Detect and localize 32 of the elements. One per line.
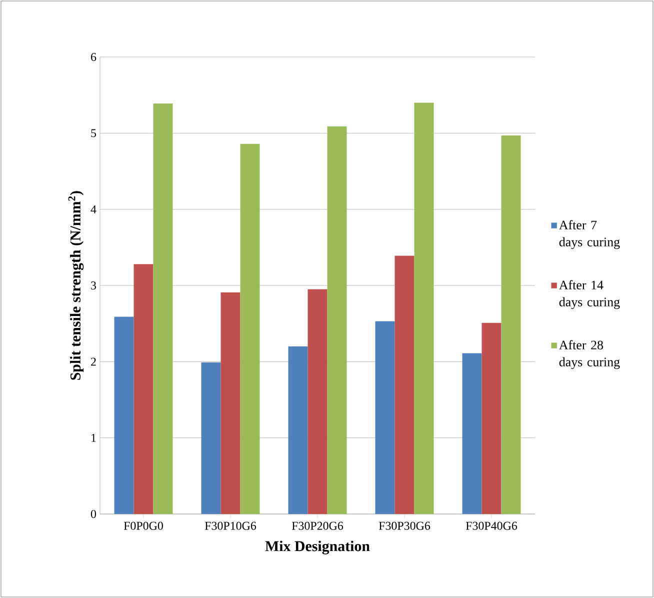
y-tick-label: 5 xyxy=(91,129,96,138)
bar xyxy=(134,264,154,514)
bar xyxy=(114,316,134,514)
y-axis-title: Split tensile strength (N/mm$^{2}$) xyxy=(68,191,84,380)
bar xyxy=(375,321,395,514)
legend-label: After 14 days curing xyxy=(559,280,620,310)
x-tick-label: F30P40G6 xyxy=(466,522,518,530)
bar xyxy=(288,346,308,514)
x-axis-title: Mix Designation xyxy=(265,540,370,554)
bar xyxy=(394,256,414,514)
x-tick-label: F30P30G6 xyxy=(378,522,430,530)
y-tick-label: 0 xyxy=(90,510,96,518)
bar xyxy=(462,353,482,514)
bar xyxy=(153,103,173,514)
bar xyxy=(414,102,434,514)
bar xyxy=(501,135,521,514)
y-tick-label: 4 xyxy=(90,205,96,214)
legend-label: After 28 days curing xyxy=(559,340,620,370)
x-tick-label: F30P20G6 xyxy=(292,522,344,530)
legend-label: After 7 days curing xyxy=(559,220,620,250)
bar xyxy=(308,289,328,514)
y-tick-label: 2 xyxy=(91,358,96,366)
bar xyxy=(201,362,221,514)
bar xyxy=(220,292,240,514)
bar xyxy=(327,126,347,514)
x-tick-label: F0P0G0 xyxy=(124,522,163,530)
bar xyxy=(240,144,260,514)
bar xyxy=(482,322,502,514)
x-tick-label: F30P10G6 xyxy=(204,522,256,530)
y-tick-label: 6 xyxy=(91,52,96,62)
y-tick-label: 3 xyxy=(91,281,96,290)
y-tick-label: 1 xyxy=(92,434,96,442)
